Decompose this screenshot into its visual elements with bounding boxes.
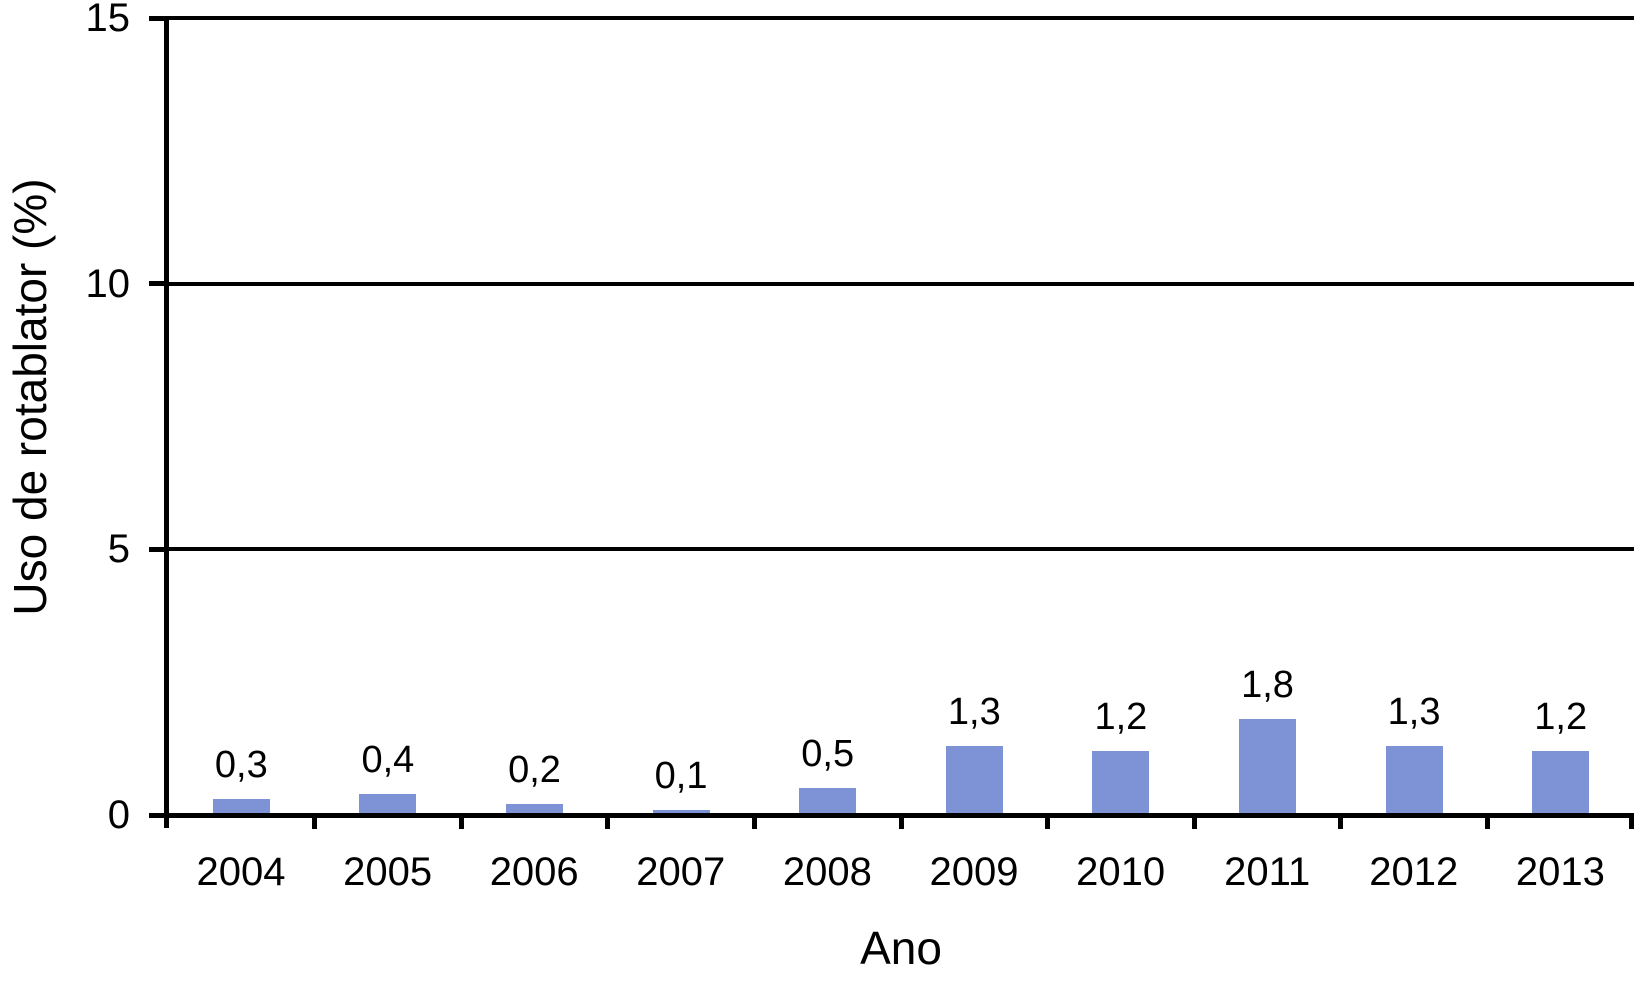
bar-value-label: 0,2 <box>508 749 561 792</box>
x-tick-mark <box>1629 813 1634 829</box>
bar <box>799 788 857 815</box>
bar <box>945 745 1003 815</box>
bar <box>506 804 563 815</box>
gridline <box>168 16 1634 20</box>
bar-value-label: 1,3 <box>1387 690 1441 733</box>
bar-value-label: 1,2 <box>1534 696 1588 739</box>
bar-value-label: 0,5 <box>801 733 855 776</box>
bar-value-label: 1,3 <box>947 690 1001 733</box>
x-axis-title: Ano <box>860 922 942 974</box>
y-tick-label: 0 <box>107 793 130 837</box>
bar <box>1532 751 1590 815</box>
y-tick-mark <box>149 812 165 818</box>
bar-value-label: 1,8 <box>1241 664 1294 707</box>
x-tick-mark <box>1484 813 1490 829</box>
bar-value-label: 0,4 <box>361 738 415 781</box>
y-tick-mark <box>149 546 165 552</box>
gridline <box>168 547 1634 552</box>
x-tick-mark <box>458 813 464 829</box>
x-tick-mark <box>898 813 904 829</box>
y-tick-mark <box>149 15 165 21</box>
x-tick-label: 2004 <box>196 850 286 894</box>
x-tick-label: 2012 <box>1369 850 1459 894</box>
x-tick-label: 2008 <box>782 850 872 894</box>
x-tick-label: 2009 <box>929 850 1019 894</box>
x-tick-mark <box>751 813 757 829</box>
x-tick-mark <box>312 813 318 829</box>
x-tick-label: 2005 <box>343 850 433 894</box>
bar <box>1092 751 1150 815</box>
bar-value-label: 0,3 <box>214 744 268 787</box>
x-tick-label: 2007 <box>636 850 726 894</box>
bar <box>212 799 270 815</box>
bar-value-label: 0,1 <box>654 754 708 797</box>
bar-value-label: 1,2 <box>1094 696 1148 739</box>
x-tick-mark <box>605 813 611 829</box>
bar <box>359 793 417 815</box>
bar <box>1385 745 1443 815</box>
x-tick-mark <box>1338 813 1344 829</box>
plot-area: 0,3 0,4 0,2 0,1 0,5 1,3 1,2 1,8 1,3 1,2 <box>168 16 1634 815</box>
y-tick-label: 15 <box>85 0 131 40</box>
x-tick-label: 2011 <box>1224 850 1311 894</box>
x-tick-mark <box>1045 813 1051 829</box>
y-tick-label: 10 <box>85 261 131 306</box>
x-tick-mark <box>1191 813 1197 829</box>
y-tick-mark <box>149 281 165 287</box>
y-tick-label: 5 <box>107 527 130 572</box>
bar <box>1239 719 1296 815</box>
x-tick-label: 2010 <box>1076 850 1166 894</box>
gridline <box>168 281 1634 286</box>
y-axis-line <box>164 16 169 828</box>
x-tick-label: 2006 <box>489 850 579 894</box>
bar <box>652 809 710 815</box>
x-tick-label: 2013 <box>1515 850 1605 894</box>
